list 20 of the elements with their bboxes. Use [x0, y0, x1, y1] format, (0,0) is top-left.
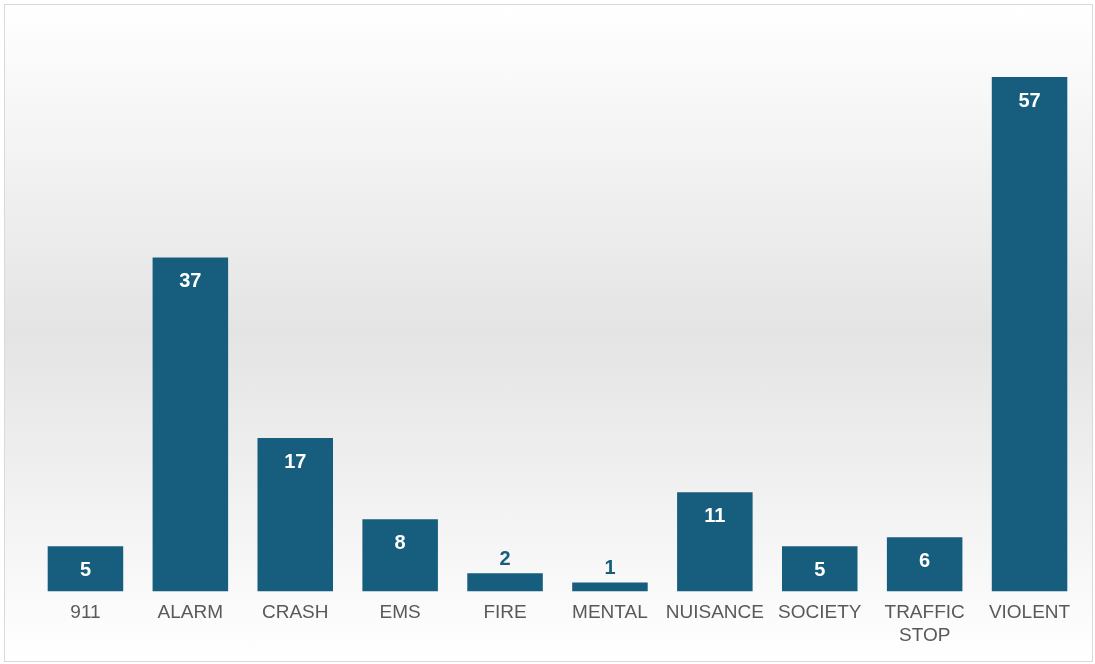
- data-label: 5: [814, 557, 826, 580]
- x-tick-label: SOCIETY: [778, 601, 862, 623]
- data-label: 6: [919, 548, 931, 571]
- x-tick-label: CRASH: [261, 601, 329, 623]
- x-tick-label: TRAFFIC STOP: [884, 601, 965, 645]
- x-tick-label: NUISANCE: [665, 601, 764, 623]
- x-tick-label: VIOLENT: [988, 601, 1071, 623]
- x-tick-label: 911: [70, 601, 101, 623]
- data-label: 2: [499, 546, 511, 569]
- data-label: 11: [704, 503, 726, 526]
- data-label: 57: [1018, 88, 1041, 111]
- data-label: 8: [394, 530, 406, 553]
- data-label: 5: [79, 557, 92, 580]
- data-label: 37: [179, 269, 202, 292]
- x-tick-label: MENTAL: [572, 601, 648, 623]
- x-tick-label: FIRE: [483, 601, 527, 623]
- x-tick-label: ALARM: [157, 601, 224, 623]
- x-tick-label: EMS: [379, 601, 421, 623]
- data-label: 1: [604, 555, 616, 578]
- data-label: 17: [284, 449, 307, 472]
